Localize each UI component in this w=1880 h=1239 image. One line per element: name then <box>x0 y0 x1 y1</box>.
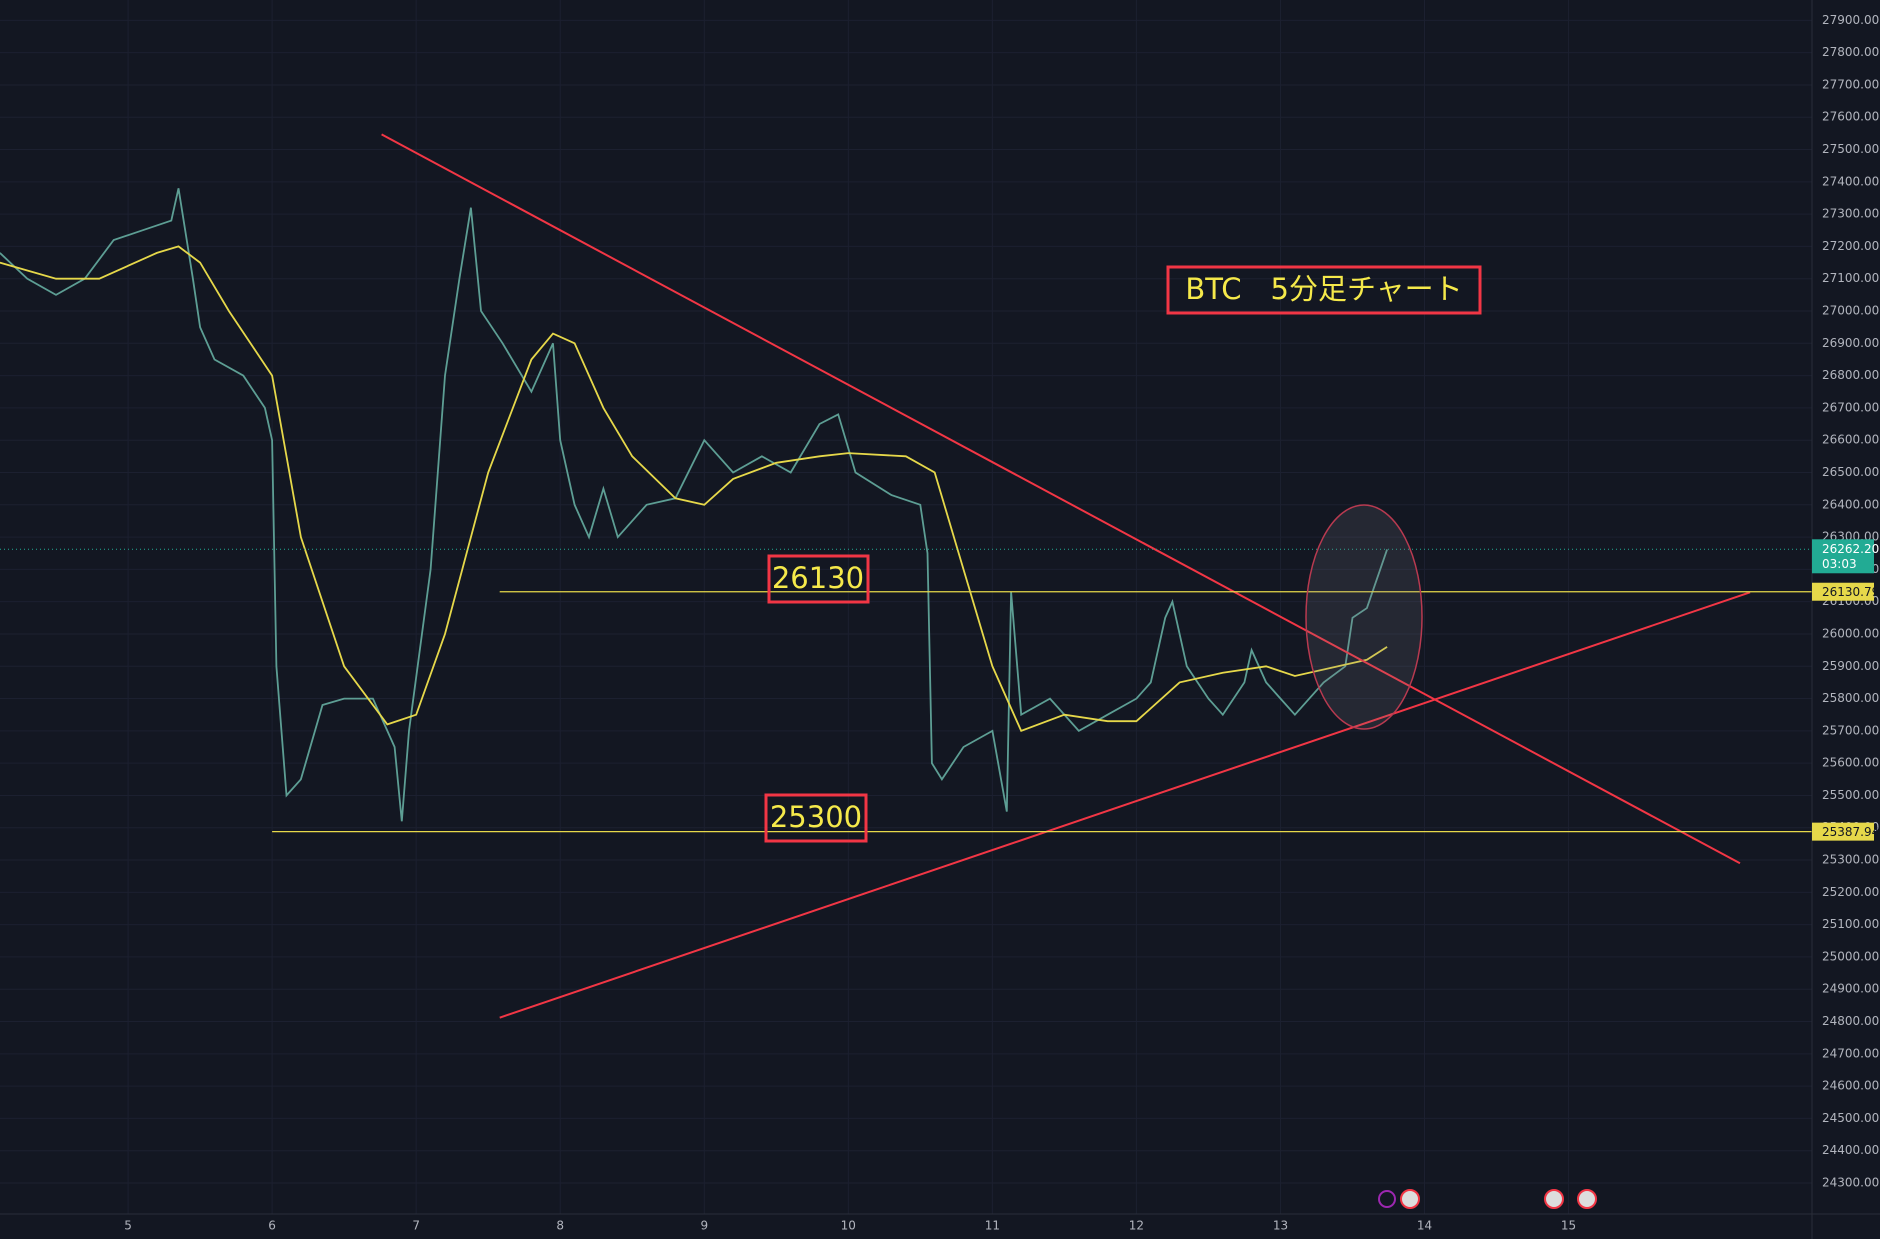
annotation: 25300 <box>770 800 862 834</box>
title-box <box>1166 265 1482 315</box>
x-tick-label: 14 <box>1417 1219 1432 1233</box>
y-tick-label: 27400.00 <box>1822 174 1879 188</box>
x-tick-label: 9 <box>700 1219 708 1233</box>
y-tick-label: 25100.00 <box>1822 917 1879 931</box>
y-tick-label: 26500.00 <box>1822 465 1879 479</box>
y-tick-label: 26400.00 <box>1822 497 1879 511</box>
annotation: 26130 <box>772 561 864 595</box>
level-label: 26130.79 <box>1822 585 1879 599</box>
x-tick-label: 6 <box>268 1219 276 1233</box>
annotation-box <box>767 554 870 604</box>
y-tick-label: 27000.00 <box>1822 304 1879 318</box>
x-tick-label: 15 <box>1561 1219 1576 1233</box>
y-tick-label: 27300.00 <box>1822 207 1879 221</box>
y-tick-label: 25300.00 <box>1822 853 1879 867</box>
y-tick-label: 26000.00 <box>1822 626 1879 640</box>
level-label: 25387.94 <box>1822 825 1879 839</box>
price-axis: 24300.00 24400.00 24500.00 24600.00 24700.00… <box>124 13 1879 1233</box>
x-tick-label: 13 <box>1273 1219 1288 1233</box>
y-tick-label: 24600.00 <box>1822 1079 1879 1093</box>
grid <box>0 0 1812 1214</box>
y-tick-label: 27100.00 <box>1822 271 1879 285</box>
event-icon[interactable] <box>1400 1189 1420 1209</box>
trendline <box>499 591 1751 1019</box>
x-tick-label: 8 <box>556 1219 564 1233</box>
chart-title: BTC 5分足チャート <box>1185 272 1462 306</box>
y-tick-label: 26800.00 <box>1822 368 1879 382</box>
y-tick-label: 24700.00 <box>1822 1046 1879 1060</box>
x-tick-label: 12 <box>1129 1219 1144 1233</box>
y-tick-label: 25000.00 <box>1822 949 1879 963</box>
x-tick-label: 11 <box>985 1219 1000 1233</box>
level-label-box <box>1812 582 1874 601</box>
x-tick-label: 7 <box>412 1219 420 1233</box>
y-tick-label: 27800.00 <box>1822 45 1879 59</box>
last-price-label: 26262.20 <box>1822 542 1879 556</box>
event-icon[interactable] <box>1544 1189 1564 1209</box>
price-line <box>0 245 1388 733</box>
highlight-ellipse <box>1305 504 1423 730</box>
level-label-box <box>1812 822 1874 841</box>
countdown-label: 03:03 <box>1822 557 1857 571</box>
y-tick-label: 25600.00 <box>1822 756 1879 770</box>
y-tick-label: 27600.00 <box>1822 110 1879 124</box>
last-price-box <box>1812 539 1874 574</box>
y-tick-label: 27700.00 <box>1822 77 1879 91</box>
event-icon[interactable] <box>1378 1190 1396 1208</box>
y-tick-label: 24400.00 <box>1822 1143 1879 1157</box>
y-tick-label: 25700.00 <box>1822 723 1879 737</box>
plot <box>0 133 1812 1019</box>
y-tick-label: 25500.00 <box>1822 788 1879 802</box>
annotation-box <box>764 793 868 843</box>
y-tick-label: 26600.00 <box>1822 433 1879 447</box>
y-tick-label: 25800.00 <box>1822 691 1879 705</box>
y-tick-label: 27200.00 <box>1822 239 1879 253</box>
x-tick-label: 10 <box>841 1219 856 1233</box>
y-tick-label: 26900.00 <box>1822 336 1879 350</box>
y-tick-label: 24900.00 <box>1822 982 1879 996</box>
y-tick-label: 24500.00 <box>1822 1111 1879 1125</box>
y-tick-label: 27900.00 <box>1822 13 1879 27</box>
y-tick-label: 24800.00 <box>1822 1014 1879 1028</box>
x-tick-label: 5 <box>124 1219 132 1233</box>
y-tick-label: 26700.00 <box>1822 400 1879 414</box>
y-tick-label: 27500.00 <box>1822 142 1879 156</box>
y-tick-label: 24300.00 <box>1822 1175 1879 1189</box>
y-tick-label: 25900.00 <box>1822 659 1879 673</box>
event-icon[interactable] <box>1577 1189 1597 1209</box>
trendline <box>381 133 1741 865</box>
y-tick-label: 25200.00 <box>1822 885 1879 899</box>
